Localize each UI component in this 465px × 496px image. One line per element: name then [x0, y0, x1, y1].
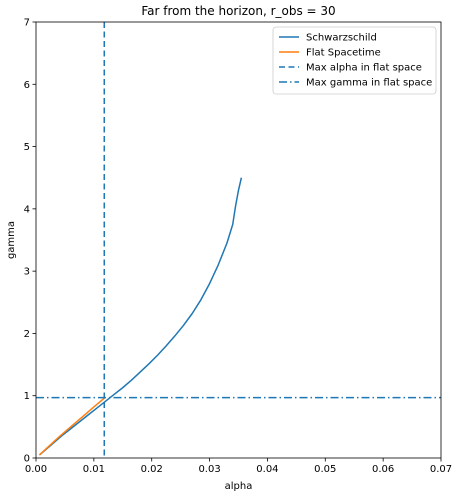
- y-tick-label: 7: [24, 18, 30, 29]
- x-axis-ticks: 0.00 0.01 0.02 0.03 0.04 0.05 0.06 0.07: [25, 458, 452, 475]
- legend-entry-label: Max gamma in flat space: [306, 78, 432, 89]
- y-tick-label: 3: [24, 267, 30, 278]
- x-tick-label: 0.04: [256, 464, 278, 475]
- y-tick-label: 6: [24, 80, 30, 91]
- y-tick-label: 2: [24, 329, 30, 340]
- series-line-schwarzschild: [38, 177, 243, 456]
- x-tick-label: 0.05: [314, 464, 336, 475]
- y-tick-label: 0: [24, 454, 30, 465]
- legend: Schwarzschild Flat Spacetime Max alpha in …: [272, 26, 437, 95]
- plot-area: [35, 21, 442, 459]
- y-axis-label: gamma: [6, 221, 17, 259]
- x-tick-label: 0.06: [372, 464, 394, 475]
- x-axis-label: alpha: [225, 481, 253, 492]
- legend-entry-label: Flat Spacetime: [306, 48, 381, 59]
- y-tick-label: 1: [24, 391, 30, 402]
- plot-background: [36, 22, 441, 458]
- y-axis-ticks: 0 1 2 3 4 5 6 7: [24, 18, 36, 465]
- chart-title: Far from the horizon, r_obs = 30: [141, 4, 335, 18]
- axes-frame: [35, 21, 442, 459]
- x-tick-label: 0.03: [198, 464, 220, 475]
- y-tick-label: 4: [24, 204, 30, 215]
- x-tick-label: 0.01: [83, 464, 105, 475]
- y-tick-label: 5: [24, 142, 30, 153]
- series-line-flat-spacetime: [38, 397, 105, 456]
- legend-entry-label: Schwarzschild: [306, 33, 377, 44]
- series-group: [36, 22, 441, 458]
- x-tick-label: 0.02: [141, 464, 163, 475]
- legend-box: [272, 26, 437, 95]
- legend-entry-label: Max alpha in flat space: [306, 63, 422, 74]
- x-tick-label: 0.07: [430, 464, 452, 475]
- x-tick-label: 0.00: [25, 464, 47, 475]
